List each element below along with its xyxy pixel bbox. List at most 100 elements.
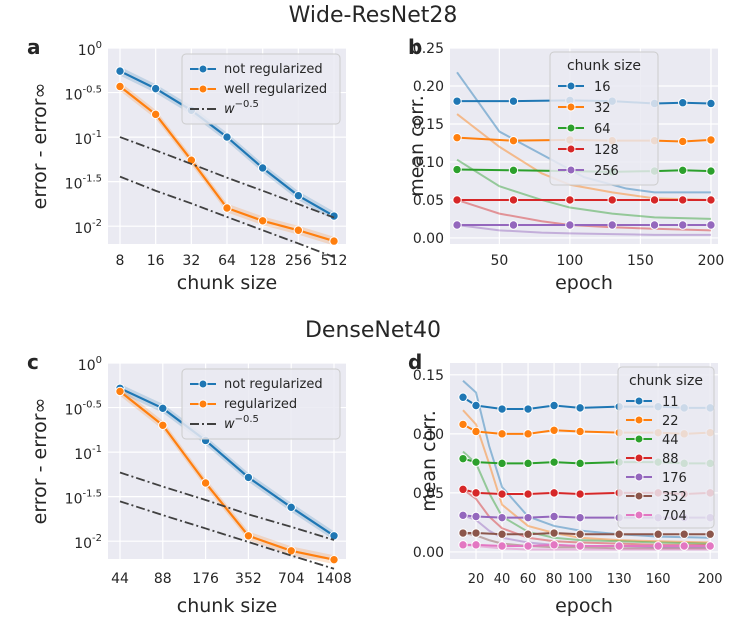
legend-label: 352 xyxy=(662,490,687,505)
data-point xyxy=(706,135,716,145)
y-tick-label-sup: 0 xyxy=(96,40,102,51)
x-tick-label: 50 xyxy=(490,253,508,269)
data-point xyxy=(706,166,716,176)
y-axis-label: error - error∞ xyxy=(29,83,51,210)
panel-letter: a xyxy=(27,35,41,59)
data-point xyxy=(678,195,688,205)
data-point xyxy=(452,96,462,106)
x-tick-label: 64 xyxy=(218,253,236,269)
legend-marker xyxy=(198,379,208,389)
series-trace xyxy=(462,543,711,551)
title-top: Wide-ResNet28 xyxy=(289,3,458,28)
x-tick-label: 1408 xyxy=(316,571,352,587)
y-tick-label: 0.20 xyxy=(413,79,444,95)
y-tick-label: 10-1.5 xyxy=(65,489,102,508)
panel-c: 44 88 176 352 704 140810010-0.510-110-1.510-2… xyxy=(27,350,352,617)
y-tick-label-base: 10 xyxy=(65,177,83,193)
x-tick-label: 160 xyxy=(646,572,671,587)
data-point xyxy=(678,136,688,147)
series-band xyxy=(120,387,334,565)
legend-label-base: w xyxy=(224,417,235,432)
y-tick-label: 0.00 xyxy=(413,545,444,561)
legend: not regularized regularized w−0.5 xyxy=(181,368,341,440)
legend-marker xyxy=(634,453,644,463)
data-point xyxy=(575,489,585,499)
y-tick-label-sup: -1.5 xyxy=(82,489,102,500)
series-line xyxy=(463,543,711,548)
data-point xyxy=(452,132,462,143)
y-tick-label: 100 xyxy=(78,40,102,59)
y-tick-label: 0.25 xyxy=(413,41,444,57)
legend-title: chunk size xyxy=(629,373,703,389)
data-point xyxy=(565,220,575,230)
y-axis-label: mean corr. xyxy=(418,410,440,512)
legend-label: 32 xyxy=(594,101,611,116)
data-point xyxy=(678,165,688,176)
series-trace xyxy=(456,224,711,236)
data-point xyxy=(471,426,481,437)
data-point xyxy=(471,528,481,538)
data-point xyxy=(653,541,663,551)
series-line xyxy=(119,471,335,541)
y-tick-label-sup: 0 xyxy=(96,355,102,366)
data-point xyxy=(549,540,559,550)
legend-label-base: w xyxy=(224,102,235,117)
data-point xyxy=(115,81,125,92)
legend: chunk size 11 22 44 88 176 352 704 xyxy=(617,366,715,529)
series-line xyxy=(463,532,711,536)
data-point xyxy=(549,457,559,467)
y-tick-label: 10-2 xyxy=(74,218,102,237)
panel-letter: d xyxy=(408,350,422,374)
data-point xyxy=(497,489,507,499)
data-point xyxy=(508,135,519,146)
x-tick-label: 256 xyxy=(285,253,312,269)
y-axis-label: error - error∞ xyxy=(29,398,51,525)
legend-label: w−0.5 xyxy=(224,99,259,117)
data-point xyxy=(575,512,585,523)
data-point xyxy=(549,528,559,538)
x-tick-label: 60 xyxy=(520,572,537,587)
legend-label: 256 xyxy=(594,164,619,179)
data-point xyxy=(150,109,161,120)
x-tick-label: 512 xyxy=(321,253,348,269)
data-point xyxy=(706,220,716,230)
data-point xyxy=(497,458,507,469)
x-axis-label: epoch xyxy=(555,595,613,617)
y-tick-label: 0.00 xyxy=(413,231,444,247)
panel-d: 20 40 60 80 100 130 160 200 0.00 0.05 0.10 0.15 epoc… xyxy=(408,350,723,617)
data-point xyxy=(200,478,211,488)
data-point xyxy=(471,488,481,498)
x-tick-label: 40 xyxy=(494,572,511,587)
legend-marker xyxy=(566,165,576,175)
y-tick-label: 0.05 xyxy=(413,193,444,209)
data-point xyxy=(607,195,617,205)
y-tick-label-base: 10 xyxy=(74,132,92,148)
data-point xyxy=(497,512,507,523)
data-point xyxy=(549,511,559,522)
data-point xyxy=(565,195,575,205)
x-tick-label: 100 xyxy=(568,572,593,587)
data-point xyxy=(678,97,688,108)
y-tick-label-sup: -2 xyxy=(92,218,102,229)
data-point xyxy=(575,458,585,469)
data-point xyxy=(649,220,660,230)
x-tick-label: 8 xyxy=(116,253,125,269)
data-point xyxy=(458,453,468,464)
data-point xyxy=(508,195,519,205)
data-point xyxy=(115,66,125,76)
series-line xyxy=(119,136,335,219)
legend-marker xyxy=(634,472,644,482)
y-tick-label-sup: -1 xyxy=(92,444,102,455)
x-tick-label: 100 xyxy=(557,253,584,269)
data-point xyxy=(458,484,468,495)
data-point xyxy=(257,163,268,173)
data-point xyxy=(471,511,481,522)
data-point xyxy=(329,554,339,565)
data-point xyxy=(471,540,481,550)
data-point xyxy=(705,529,715,539)
legend-label: 11 xyxy=(662,395,679,410)
legend-label: 176 xyxy=(662,471,687,486)
series-trace xyxy=(462,450,711,545)
data-point xyxy=(458,510,468,521)
data-point xyxy=(679,529,689,539)
